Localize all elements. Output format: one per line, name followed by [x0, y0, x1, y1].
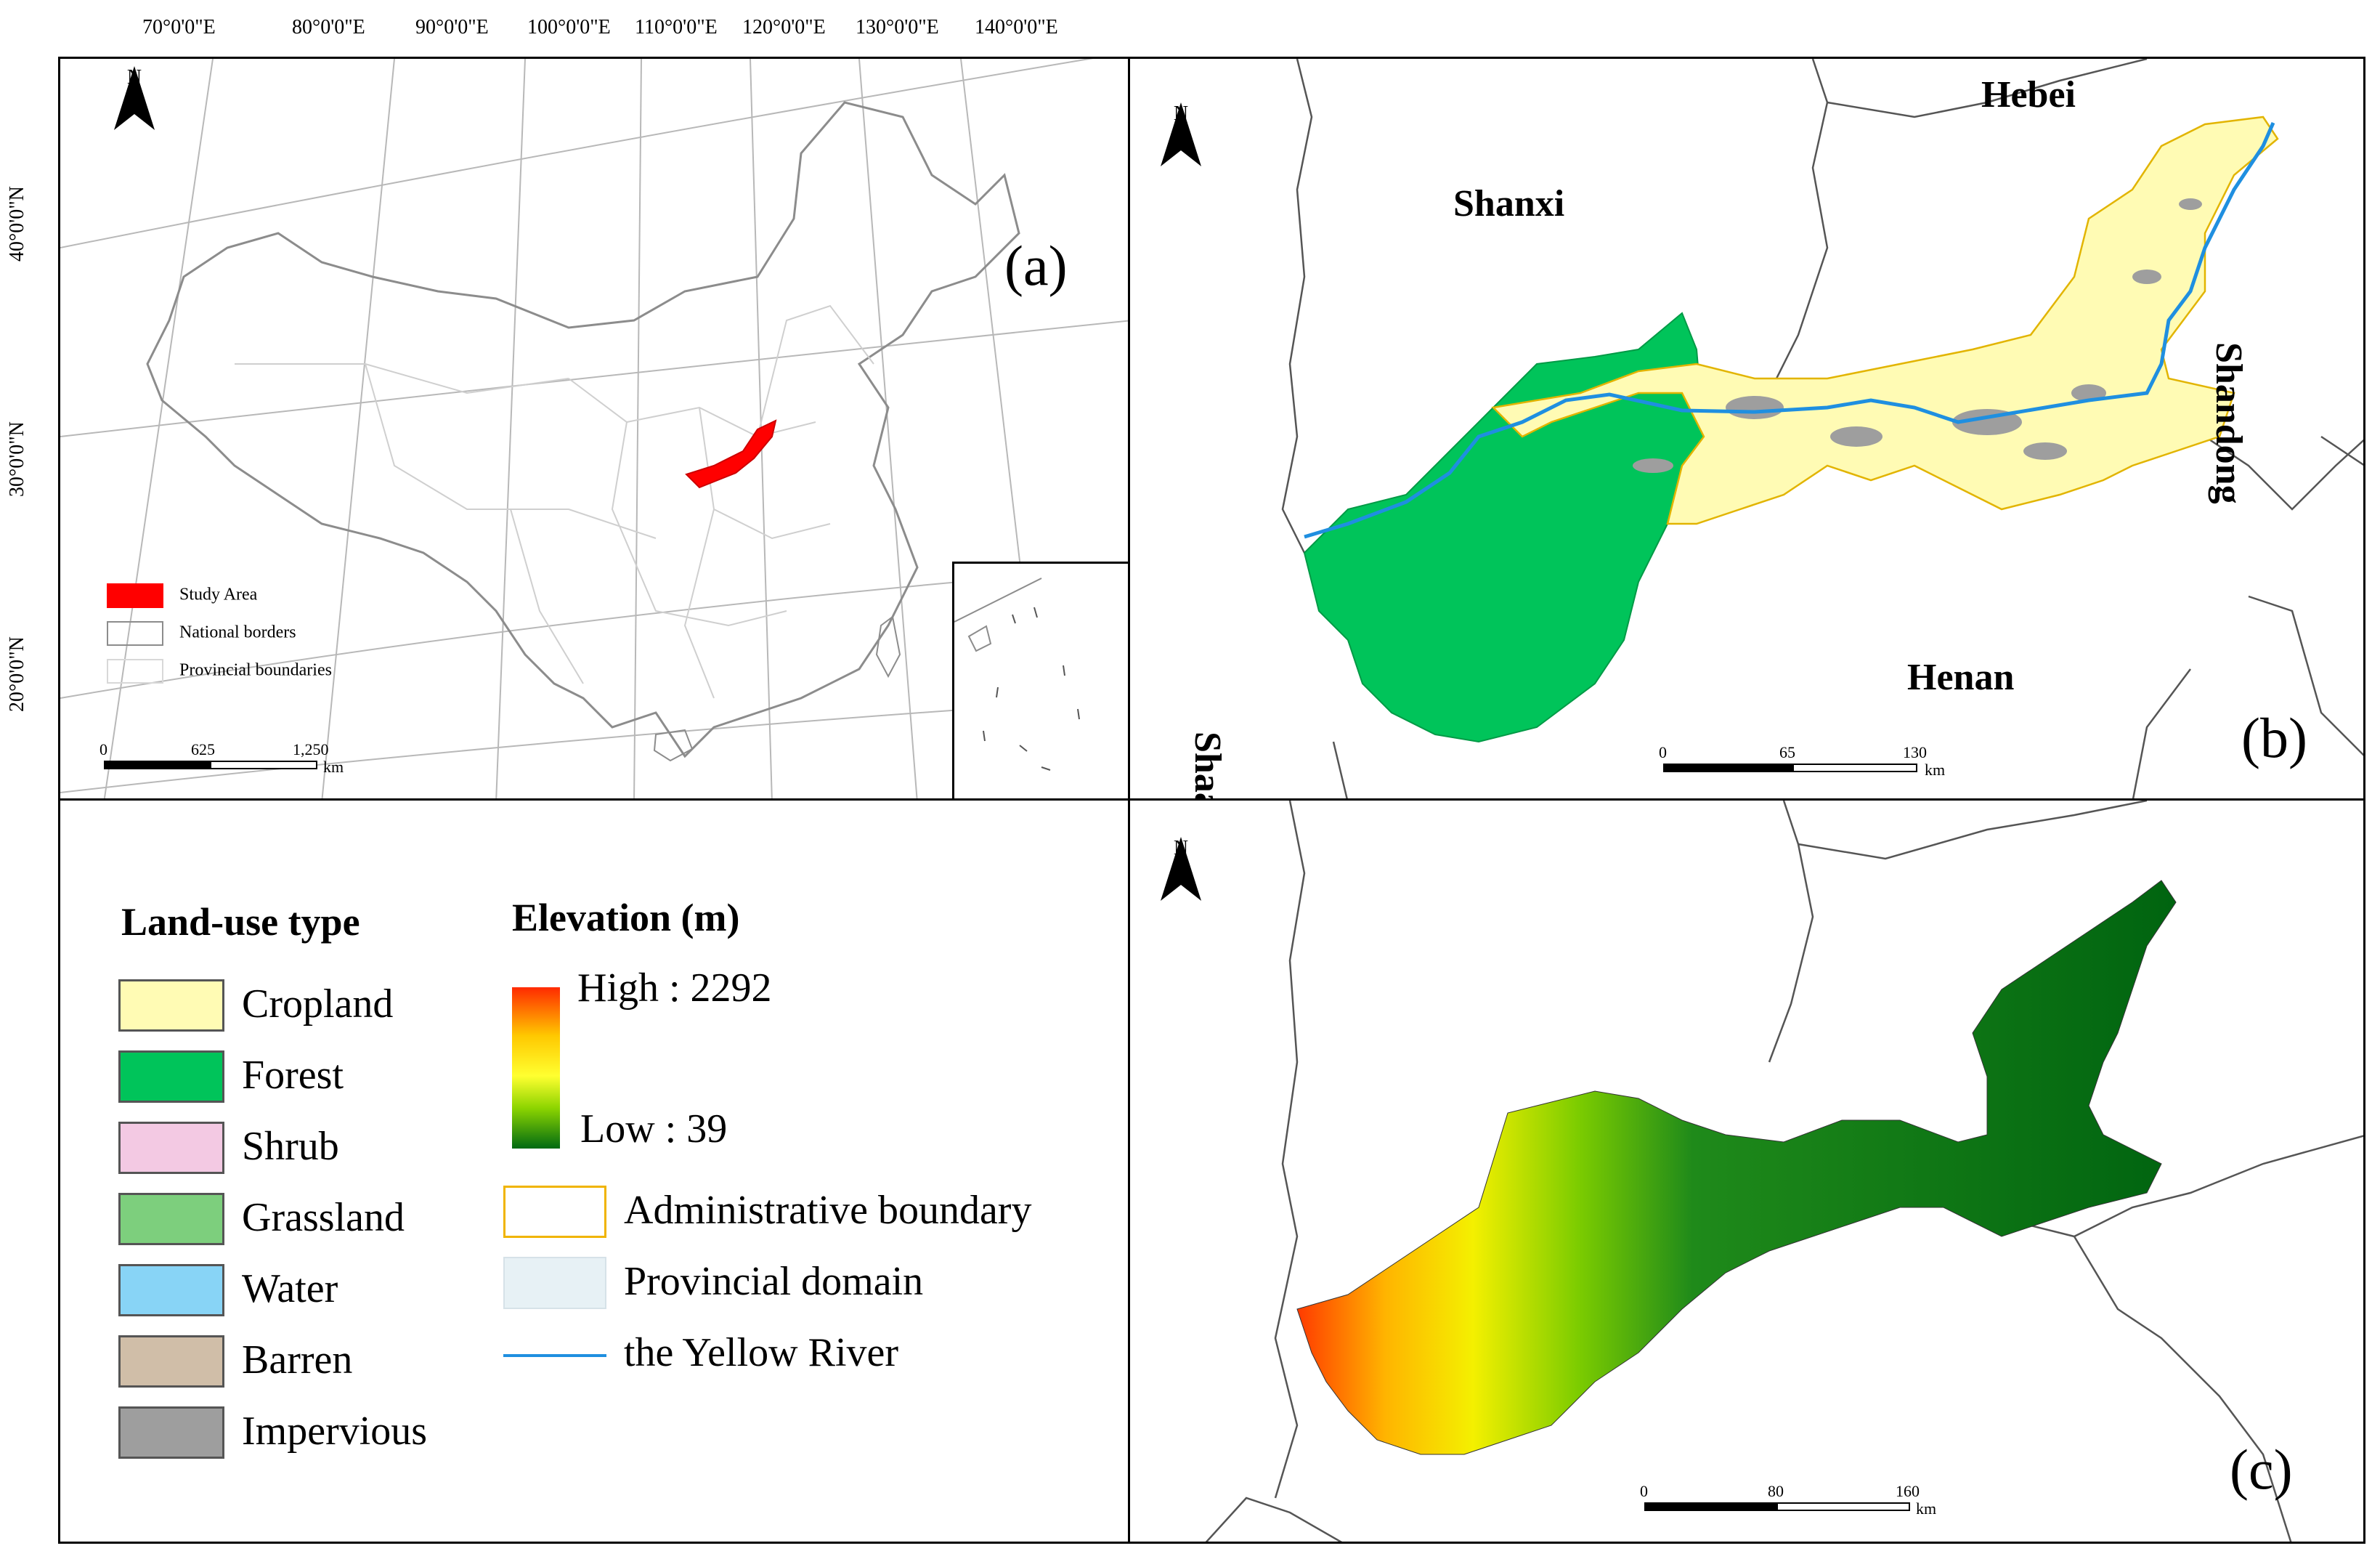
- lat-tick-40: 40°0'0"N: [6, 186, 28, 262]
- yellow-river-label: the Yellow River: [624, 1330, 898, 1375]
- provincial-domain-swatch: [503, 1257, 606, 1309]
- impervious-label: Impervious: [242, 1409, 428, 1454]
- panel-label-b: (b): [2241, 706, 2307, 769]
- provincial-boundaries-label: Provincial boundaries: [179, 660, 332, 680]
- north-arrow-a: N: [113, 66, 156, 130]
- scale-c-tick-0: 0: [1640, 1482, 1648, 1500]
- scale-bar-c: 0 80 160 km: [1637, 1482, 1942, 1533]
- water-label: Water: [242, 1266, 338, 1311]
- admin-boundary-label: Administrative boundary: [624, 1188, 1032, 1233]
- provincial-domain-label: Provincial domain: [624, 1259, 924, 1304]
- scale-a-tick-2: 1,250: [293, 740, 329, 758]
- china-outline: [146, 101, 1020, 758]
- water-swatch: [118, 1264, 224, 1316]
- province-label-shaanxi: Shaanxi: [1187, 732, 1228, 801]
- lon-tick-140: 140°0'0"E: [975, 16, 1058, 39]
- panel-b-land-use-map: N Shanxi Hebei Shandong Shaanxi Henan 0 …: [1128, 57, 2365, 801]
- lon-tick-80: 80°0'0"E: [292, 16, 365, 39]
- scale-b-bar-white: [1792, 764, 1917, 772]
- province-label-shandong: Shandong: [2208, 342, 2249, 504]
- grassland-swatch: [118, 1193, 224, 1245]
- elevation-high-label: High : 2292: [577, 965, 772, 1011]
- scale-b-tick-2: 130: [1903, 743, 1927, 761]
- lon-tick-100: 100°0'0"E: [527, 16, 611, 39]
- lon-tick-70: 70°0'0"E: [142, 16, 216, 39]
- admin-boundary-swatch: [503, 1186, 606, 1238]
- legend-panel: Land-use type Cropland Forest Shrub Gras…: [58, 798, 1130, 1544]
- scale-c-tick-1: 80: [1768, 1482, 1784, 1500]
- impervious-swatch: [118, 1406, 224, 1459]
- grassland-label: Grassland: [242, 1195, 405, 1240]
- scale-a-tick-1: 625: [191, 740, 215, 758]
- forest-swatch: [118, 1050, 224, 1103]
- north-arrow-icon: [1161, 102, 1201, 166]
- elevation-gradient-bar: [512, 987, 560, 1149]
- scale-a-bar-black: [104, 761, 211, 769]
- legend-study-area: Study Area: [107, 583, 257, 608]
- scale-a-unit: km: [323, 758, 344, 776]
- province-label-henan: Henan: [1907, 657, 2015, 698]
- north-arrow-icon: [114, 66, 155, 130]
- scale-c-unit: km: [1916, 1499, 1937, 1518]
- barren-label: Barren: [242, 1337, 353, 1382]
- study-area-elevation: [1296, 880, 2177, 1455]
- scale-b-tick-1: 65: [1779, 743, 1795, 761]
- panel-label-a: (a): [1004, 234, 1068, 297]
- scale-a-tick-0: 0: [99, 740, 107, 758]
- north-arrow-icon: [1161, 837, 1201, 901]
- study-area-cropland: [1491, 116, 2279, 525]
- scale-a-bar-white: [210, 761, 317, 769]
- lon-tick-120: 120°0'0"E: [742, 16, 826, 39]
- scale-b-unit: km: [1925, 761, 1946, 779]
- province-label-shanxi: Shanxi: [1453, 183, 1565, 224]
- hainan-island: [653, 729, 694, 762]
- scale-bar-b: 0 65 130 km: [1656, 743, 1961, 794]
- south-china-sea-inset: [952, 562, 1128, 798]
- study-area-label: Study Area: [179, 585, 258, 604]
- taiwan-island: [875, 615, 901, 679]
- scale-c-bar-white: [1776, 1502, 1910, 1511]
- lat-tick-30: 30°0'0"N: [6, 421, 28, 497]
- province-boundaries-c: [1205, 801, 2363, 1542]
- yellow-river-line: [1304, 121, 2275, 539]
- shrub-label: Shrub: [242, 1124, 339, 1169]
- panel-label-c: (c): [2230, 1438, 2293, 1501]
- study-area-shape: [685, 419, 777, 489]
- lat-tick-20: 20°0'0"N: [6, 636, 28, 712]
- province-label-hebei: Hebei: [1981, 74, 2076, 116]
- elevation-legend-title: Elevation (m): [512, 896, 740, 939]
- forest-label: Forest: [242, 1053, 344, 1098]
- barren-swatch: [118, 1335, 224, 1388]
- north-arrow-c: N: [1159, 837, 1203, 901]
- lon-tick-110: 110°0'0"E: [635, 16, 718, 39]
- china-map-graphic: [60, 59, 1128, 798]
- north-arrow-b: N: [1159, 102, 1203, 166]
- panel-a-china-map: N (a) Study Area National borders Provin…: [58, 57, 1130, 801]
- scale-bar-a: 0 625 1,250 km: [97, 740, 402, 791]
- lon-tick-130: 130°0'0"E: [856, 16, 939, 39]
- shrub-swatch: [118, 1122, 224, 1174]
- study-area-swatch: [107, 583, 163, 608]
- elevation-map-graphic: [1205, 801, 2363, 1542]
- cropland-label: Cropland: [242, 981, 394, 1026]
- scale-b-tick-0: 0: [1659, 743, 1667, 761]
- legend-provincial-boundaries: Provincial boundaries: [107, 659, 332, 684]
- legend-national-borders: National borders: [107, 621, 296, 646]
- elevation-low-label: Low : 39: [580, 1106, 728, 1151]
- cropland-swatch: [118, 979, 224, 1032]
- panel-c-elevation-map: N 0 80 160 km (c): [1128, 798, 2365, 1544]
- national-borders-label: National borders: [179, 623, 296, 642]
- land-use-map-graphic: [1281, 59, 2363, 798]
- land-use-legend-title: Land-use type: [121, 900, 360, 944]
- yellow-river-swatch: [503, 1354, 606, 1357]
- scale-c-tick-2: 160: [1896, 1482, 1920, 1500]
- national-borders-swatch: [107, 621, 163, 646]
- provincial-boundaries-swatch: [107, 659, 163, 684]
- scale-c-bar-black: [1644, 1502, 1778, 1511]
- inset-map-graphic: [954, 578, 1080, 771]
- lon-tick-90: 90°0'0"E: [415, 16, 489, 39]
- scale-b-bar-black: [1663, 764, 1794, 772]
